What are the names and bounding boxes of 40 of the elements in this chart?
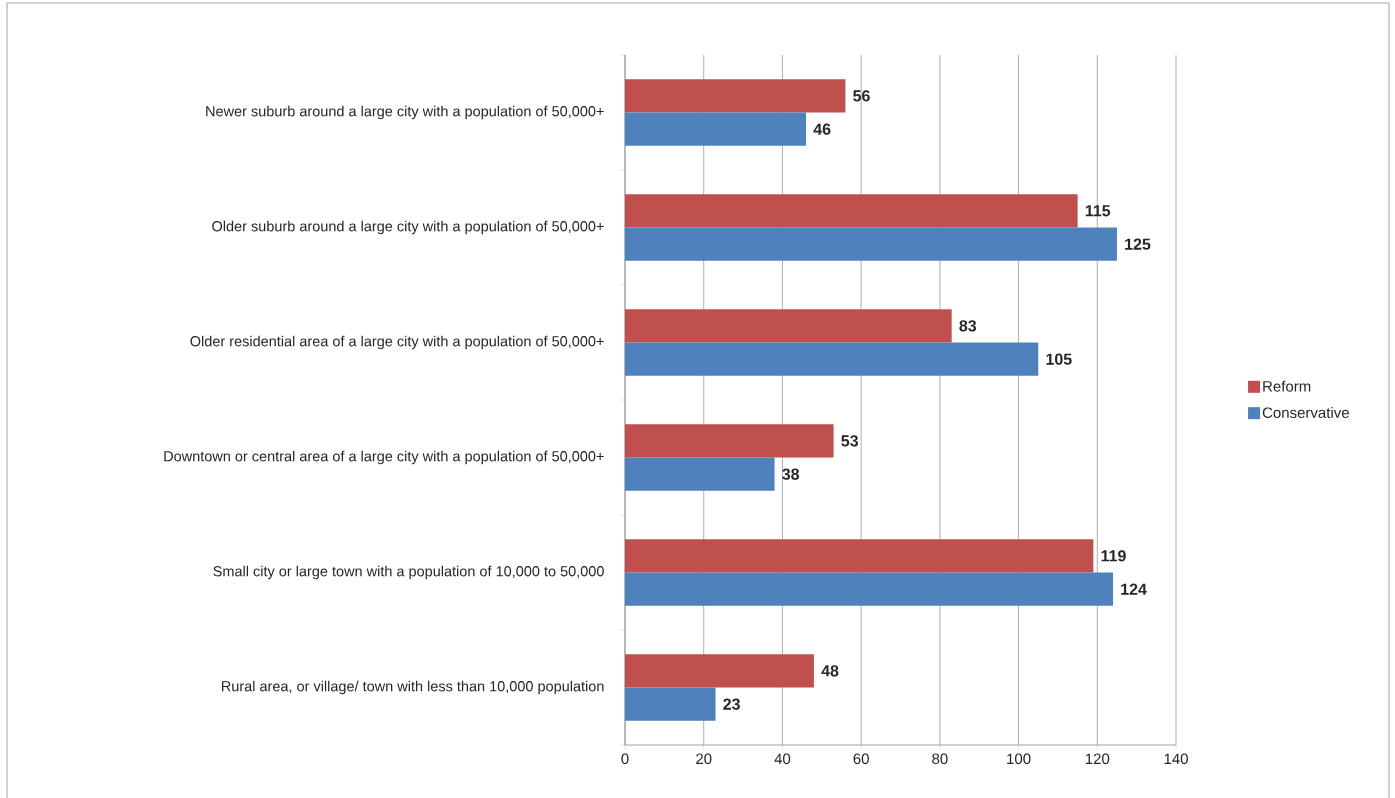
bar [625, 309, 952, 343]
bar [625, 342, 1039, 376]
y-tick-label: Newer suburb around a large city with a population of 50,000+ [206, 105, 604, 120]
x-tick-label: 140 [1164, 753, 1188, 765]
y-tick-label: Older suburb around a large city with a population of 50,000+ [212, 220, 604, 235]
legend-label: Conservative [1262, 406, 1349, 418]
bar [625, 112, 807, 146]
data-label: 56 [853, 90, 870, 102]
data-label: 23 [723, 698, 740, 710]
y-tick-label: Rural area, or village/ town with less than 10,000 population [221, 680, 604, 695]
data-label: 83 [959, 320, 977, 332]
bar [625, 539, 1094, 573]
data-label: 38 [782, 468, 800, 480]
x-tick-label: 80 [932, 753, 948, 765]
bar [625, 79, 846, 113]
y-tick-label: Downtown or central area of a large city with a population of 50,000+ [164, 450, 604, 465]
x-tick-label: 0 [621, 753, 629, 765]
x-tick-label: 40 [774, 753, 791, 765]
bar [625, 194, 1078, 228]
bar [625, 572, 1114, 606]
data-label: 46 [813, 123, 831, 135]
x-tick-label: 120 [1085, 753, 1110, 765]
data-label: 125 [1125, 238, 1151, 250]
x-tick-label: 100 [1007, 753, 1031, 765]
legend-label: Reform [1263, 380, 1311, 392]
bar [625, 227, 1117, 261]
data-label: 48 [821, 665, 839, 677]
data-label: 119 [1101, 550, 1126, 562]
y-tick-label: Small city or large town with a population of 10,000 to 50,000 [213, 565, 604, 580]
data-label: 105 [1046, 353, 1072, 365]
bar [625, 424, 834, 458]
data-label: 115 [1085, 205, 1111, 217]
x-tick-label: 60 [853, 753, 869, 765]
x-tick-label: 20 [696, 753, 712, 765]
bar [625, 654, 814, 688]
data-label: 53 [841, 435, 859, 447]
bar [625, 457, 775, 491]
data-label: 124 [1121, 583, 1147, 595]
bar [625, 687, 716, 721]
y-tick-label: Older residential area of a large city with a population of 50,000+ [190, 335, 604, 350]
